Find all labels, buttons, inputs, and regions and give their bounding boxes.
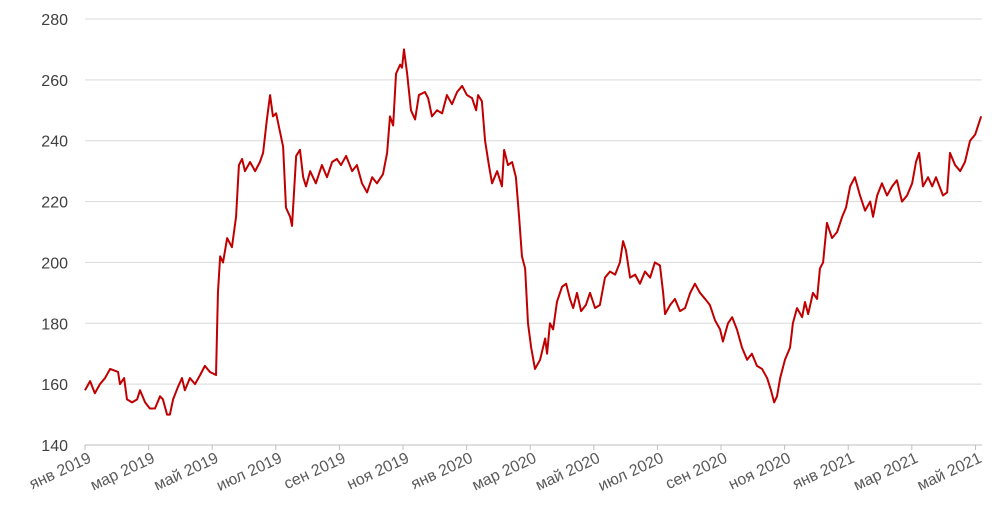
- x-tick-label: янв 2020: [409, 450, 476, 493]
- y-tick-label: 220: [41, 195, 68, 212]
- x-tick-label: мар 2021: [851, 450, 921, 495]
- x-tick-label: июл 2019: [214, 450, 285, 495]
- y-tick-label: 160: [41, 377, 68, 394]
- x-tick-label: май 2020: [533, 450, 603, 495]
- x-tick-label: сен 2020: [663, 450, 730, 493]
- y-tick-label: 280: [41, 12, 68, 29]
- x-tick-label: сен 2019: [282, 450, 349, 493]
- line: [84, 48, 983, 416]
- x-tick-label: янв 2021: [790, 450, 857, 493]
- x-tick-label: ноя 2019: [345, 450, 412, 494]
- x-tick-label: янв 2019: [27, 450, 94, 493]
- x-tick-label: май 2021: [915, 450, 985, 495]
- y-tick-label: 240: [41, 134, 68, 151]
- y-tick-label: 200: [41, 255, 68, 272]
- x-tick-label: июл 2020: [596, 450, 667, 495]
- x-tick-label: мар 2019: [88, 450, 158, 495]
- y-tick-label: 140: [41, 438, 68, 455]
- y-tick-label: 180: [41, 316, 68, 333]
- x-tick-label: май 2019: [152, 450, 222, 495]
- y-tick-label: 260: [41, 73, 68, 90]
- x-tick-label: ноя 2020: [726, 450, 793, 494]
- x-tick-label: мар 2020: [470, 450, 540, 495]
